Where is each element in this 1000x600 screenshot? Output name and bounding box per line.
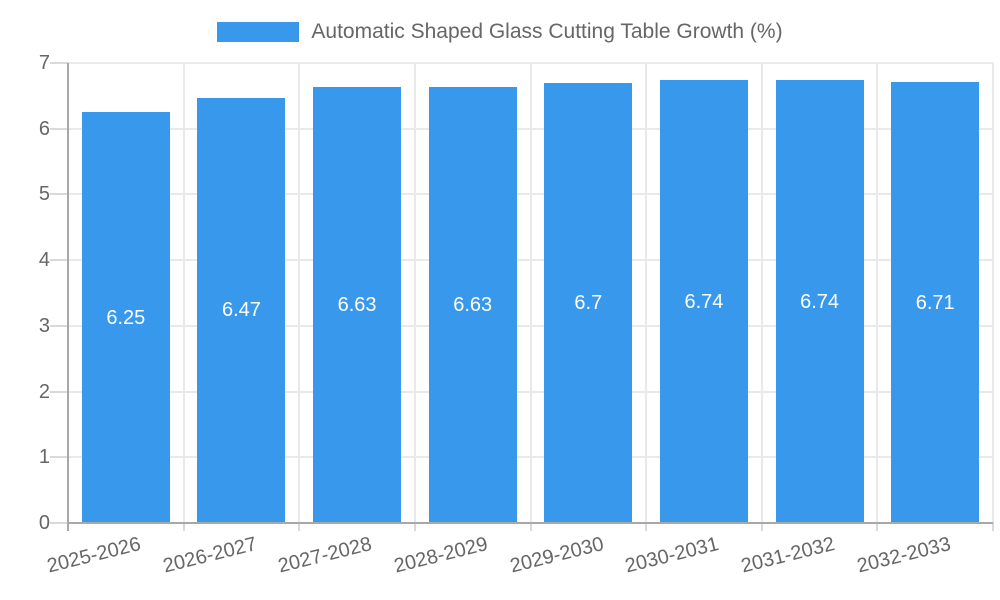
y-tick-mark: [50, 456, 68, 459]
bar: 6.25: [81, 112, 170, 523]
gridline-vertical: [529, 63, 532, 523]
y-axis-line: [67, 63, 69, 531]
bar-value-label: 6.74: [684, 290, 724, 313]
chart-legend[interactable]: Automatic Shaped Glass Cutting Table Gro…: [0, 16, 1000, 48]
y-tick-mark: [50, 390, 68, 393]
y-tick-mark: [50, 62, 68, 64]
y-axis-label: 2: [38, 380, 50, 403]
y-axis-label: 5: [38, 183, 50, 206]
x-axis-label: 2031-2032: [738, 533, 837, 578]
x-axis-label: 2032-2033: [854, 533, 953, 578]
x-tick-mark: [529, 523, 532, 531]
y-tick-mark: [50, 522, 68, 524]
gridline-vertical: [992, 63, 994, 523]
x-tick-mark: [413, 523, 416, 531]
bar-value-label: 6.63: [453, 294, 493, 317]
x-axis-label: 2026-2027: [160, 533, 259, 578]
bar-value-label: 6.63: [337, 294, 377, 317]
gridline-vertical: [298, 63, 301, 523]
x-tick-mark: [992, 523, 994, 531]
y-axis-label: 0: [38, 512, 50, 534]
x-axis-line: [68, 522, 993, 524]
x-tick-mark: [298, 523, 301, 531]
x-axis-label: 2025-2026: [44, 533, 144, 578]
bar-value-label: 6.47: [221, 299, 261, 322]
bar: 6.63: [313, 87, 402, 523]
y-axis-label: 4: [38, 249, 50, 272]
y-tick-mark: [50, 259, 68, 262]
x-tick-mark: [182, 523, 185, 531]
gridline-vertical: [182, 63, 185, 523]
gridline-vertical: [413, 63, 416, 523]
x-axis-label: 2029-2030: [507, 533, 606, 578]
bar: 6.71: [891, 82, 980, 523]
y-tick-mark: [50, 127, 68, 130]
x-tick-mark: [645, 523, 648, 531]
bar: 6.7: [544, 82, 633, 523]
gridline-vertical: [645, 63, 648, 523]
y-axis-label: 1: [38, 446, 50, 469]
y-tick-mark: [50, 193, 68, 196]
bar-value-label: 6.71: [915, 291, 955, 314]
bar-value-label: 6.7: [574, 291, 603, 314]
x-axis-label: 2030-2031: [623, 533, 722, 578]
x-tick-mark: [760, 523, 763, 531]
gridline-vertical: [760, 63, 763, 523]
bar-value-label: 6.25: [106, 306, 146, 329]
legend-label: Automatic Shaped Glass Cutting Table Gro…: [311, 20, 783, 43]
bar: 6.47: [197, 97, 286, 523]
bar: 6.74: [659, 80, 748, 523]
y-tick-mark: [50, 324, 68, 327]
y-axis-label: 7: [38, 52, 50, 74]
y-axis-label: 3: [38, 314, 50, 337]
bar: 6.63: [428, 87, 517, 523]
bar-value-label: 6.74: [800, 290, 840, 313]
x-axis-label: 2027-2028: [276, 533, 375, 578]
bar: 6.74: [775, 80, 864, 523]
legend-swatch: [217, 22, 300, 42]
y-axis-label: 6: [38, 117, 50, 140]
x-tick-mark: [876, 523, 879, 531]
x-axis-label: 2028-2029: [391, 533, 491, 578]
gridline-vertical: [876, 63, 879, 523]
